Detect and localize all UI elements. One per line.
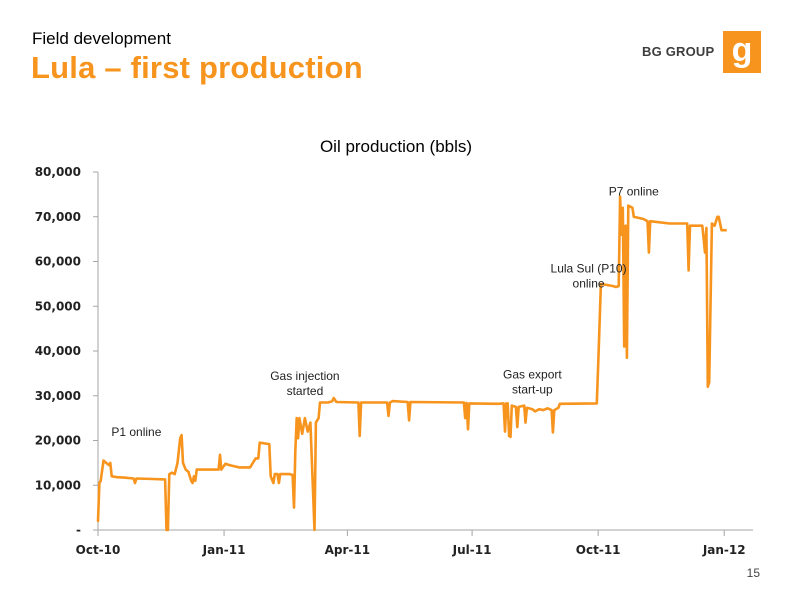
- brand-name: BG GROUP: [642, 44, 715, 59]
- x-tick-label: Oct-11: [576, 543, 621, 557]
- series-group: [96, 195, 727, 532]
- annotation-label: P1 online: [111, 425, 161, 439]
- x-tick-label: Apr-11: [325, 543, 370, 557]
- logo-glyph: g: [732, 31, 753, 69]
- y-tick-label: -: [76, 523, 81, 537]
- page-title: Lula – first production: [31, 50, 363, 85]
- annotation-label: Lula Sul (P10) online: [551, 262, 627, 291]
- annotation-line: P1 online: [111, 425, 161, 439]
- annotation-line: Gas injection: [270, 369, 339, 383]
- annotation-label: P7 online: [609, 184, 659, 198]
- annotation-line: start-up: [512, 383, 553, 397]
- x-axis: Oct-10 Jan-11 Apr-11 Jul-11 Oct-11 Jan-12: [76, 529, 753, 557]
- y-tick-label: 10,000: [35, 478, 81, 492]
- x-tick-label: Oct-10: [76, 543, 121, 557]
- page-subtitle: Field development: [32, 29, 171, 48]
- y-tick-label: 30,000: [35, 389, 81, 403]
- page-number: 15: [746, 566, 760, 580]
- y-tick-label: 40,000: [35, 344, 81, 358]
- annotation-line: online: [573, 277, 605, 291]
- annotation-label: Gas injection started: [270, 369, 339, 398]
- annotation-line: started: [287, 384, 324, 398]
- y-tick-label: 20,000: [35, 434, 81, 448]
- y-axis: - 10,000 20,000 30,000 40,000 50,000 60,000 70,…: [35, 165, 99, 537]
- x-tick-label: Jan-11: [202, 543, 246, 557]
- y-tick-label: 50,000: [35, 299, 81, 313]
- y-tick-label: 80,000: [35, 165, 81, 179]
- y-tick-label: 60,000: [35, 255, 81, 269]
- x-tick-label: Jul-11: [452, 543, 492, 557]
- annotation-line: P7 online: [609, 184, 659, 198]
- series-line-oil-production: [96, 195, 727, 532]
- annotation-label: Gas export start-up: [503, 368, 562, 397]
- annotation-line: Lula Sul (P10): [551, 262, 627, 276]
- chart-title: Oil production (bbls): [320, 137, 472, 156]
- x-tick-label: Jan-12: [702, 543, 746, 557]
- annotation-line: Gas export: [503, 368, 562, 382]
- bg-group-logo-icon: g: [723, 31, 761, 73]
- y-tick-label: 70,000: [35, 210, 81, 224]
